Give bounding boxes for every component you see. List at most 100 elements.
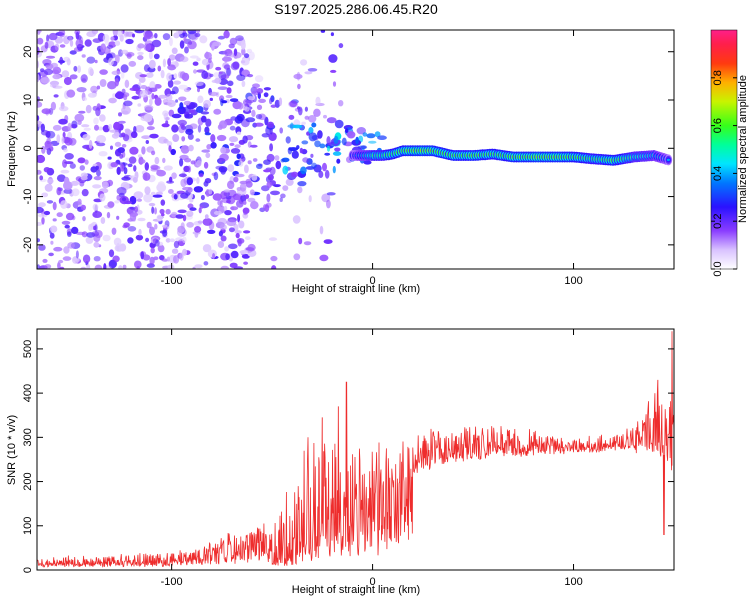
noise-blob: [247, 96, 254, 101]
noise-blob: [184, 158, 192, 163]
noise-blob: [255, 163, 263, 169]
noise-blob: [243, 200, 247, 205]
colorbar-tick-label: 0.8: [712, 70, 724, 85]
noise-blob: [85, 236, 94, 244]
noise-blob: [302, 157, 309, 163]
noise-blob: [205, 152, 211, 159]
noise-blob: [244, 106, 250, 112]
noise-blob: [120, 64, 129, 73]
noise-blob: [240, 194, 247, 203]
noise-blob: [43, 167, 51, 173]
noise-blob: [62, 256, 72, 261]
noise-blob: [44, 183, 53, 192]
noise-blob: [148, 87, 158, 93]
noise-blob: [64, 137, 73, 146]
noise-blob: [168, 54, 176, 61]
ridge-layer: [348, 145, 673, 166]
noise-blob: [319, 254, 329, 262]
noise-blob: [334, 119, 344, 129]
noise-blob: [165, 117, 170, 121]
noise-blob: [86, 263, 91, 269]
noise-blob: [184, 113, 194, 119]
noise-blob: [67, 242, 75, 249]
noise-blob: [363, 160, 372, 165]
y-tick-label: 0: [22, 145, 34, 151]
noise-blob: [292, 215, 301, 224]
noise-blob: [217, 241, 225, 248]
noise-blob: [166, 180, 175, 184]
noise-blob: [107, 44, 114, 50]
noise-blob: [70, 180, 80, 186]
noise-blob: [118, 265, 123, 269]
noise-blob: [165, 93, 173, 102]
noise-blob: [107, 156, 112, 160]
noise-blob: [118, 120, 126, 124]
noise-blob: [230, 148, 241, 154]
noise-blob: [171, 248, 179, 254]
noise-blob: [189, 55, 199, 59]
noise-blob: [121, 88, 126, 94]
noise-blob: [185, 128, 194, 135]
noise-blob: [56, 212, 63, 218]
noise-blob: [292, 124, 303, 129]
noise-blob: [252, 83, 260, 88]
noise-blob: [208, 188, 213, 195]
noise-blob: [374, 131, 381, 138]
noise-blob: [162, 157, 166, 164]
noise-blob: [116, 166, 121, 175]
noise-blob: [50, 225, 58, 233]
noise-blob: [91, 231, 100, 237]
noise-blob: [311, 122, 317, 128]
noise-blob: [300, 166, 307, 175]
noise-blob: [156, 214, 163, 221]
noise-blob: [37, 155, 46, 164]
noise-blob: [220, 235, 227, 242]
noise-blob: [168, 145, 172, 152]
noise-blob: [146, 221, 152, 229]
noise-blob: [213, 210, 222, 216]
y-tick-label: -10: [22, 189, 34, 205]
noise-blob: [254, 122, 264, 127]
noise-blob: [215, 66, 222, 71]
noise-blob: [206, 144, 212, 150]
noise-blob: [245, 236, 251, 241]
noise-blob: [297, 181, 307, 187]
noise-blob: [56, 187, 62, 196]
noise-blob: [128, 60, 137, 67]
noise-blob: [230, 116, 237, 121]
noise-blob: [253, 87, 258, 92]
noise-blob: [144, 162, 149, 171]
noise-blob: [332, 81, 337, 87]
noise-blob: [182, 186, 192, 191]
noise-blob: [270, 104, 277, 108]
noise-blob: [301, 121, 306, 125]
noise-blob: [40, 68, 45, 73]
noise-blob: [81, 54, 86, 58]
noise-blob: [186, 210, 194, 217]
noise-blob: [244, 194, 250, 200]
noise-blob: [247, 197, 256, 203]
noise-blob: [67, 231, 72, 237]
noise-blob: [96, 135, 107, 144]
noise-blob: [121, 144, 127, 148]
noise-blob: [173, 80, 182, 85]
noise-blob: [150, 191, 156, 196]
noise-blob: [229, 142, 235, 146]
noise-blob: [92, 38, 102, 43]
noise-blob: [148, 98, 153, 106]
noise-blob: [167, 99, 176, 108]
noise-blob: [93, 176, 102, 181]
noise-blob: [151, 150, 156, 156]
noise-blob: [245, 117, 256, 123]
y-tick-label: 20: [22, 46, 34, 58]
noise-blob: [181, 136, 186, 142]
noise-blob: [111, 227, 117, 235]
noise-blob: [279, 127, 284, 134]
noise-blob: [162, 224, 168, 228]
noise-blob: [247, 243, 256, 252]
noise-blob: [37, 115, 40, 121]
noise-blob: [116, 215, 120, 220]
noise-blob: [138, 228, 142, 236]
noise-blob: [46, 200, 54, 204]
noise-blob: [255, 114, 263, 120]
